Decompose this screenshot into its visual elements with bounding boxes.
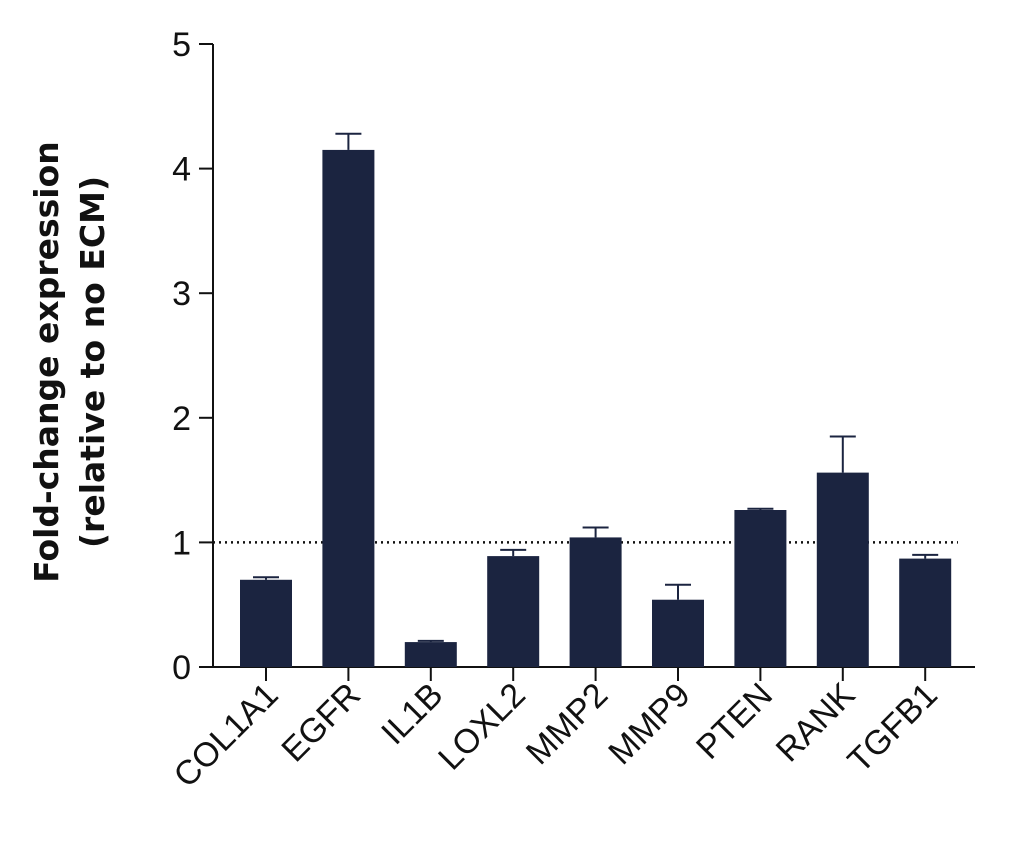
- x-tick-label: MMP2: [519, 676, 615, 772]
- bar-tgfb1: [899, 558, 952, 667]
- y-axis-title: Fold-change expression (relative to no E…: [27, 141, 112, 583]
- y-axis: 0 1 2 3 4 5: [172, 26, 214, 687]
- y-axis-title-line-1: Fold-change expression: [27, 141, 66, 583]
- x-tick-label: COL1A1: [167, 676, 286, 795]
- x-tick-label: MMP9: [601, 676, 697, 772]
- x-tick-label: PTEN: [689, 676, 780, 767]
- x-tick-label: EGFR: [274, 676, 368, 770]
- y-tick-label: 2: [172, 400, 191, 438]
- bar-rank: [816, 472, 869, 667]
- y-tick-label: 3: [172, 275, 191, 313]
- bar-loxl2: [487, 556, 540, 667]
- bar-mmp9: [652, 599, 704, 667]
- y-tick-label: 0: [172, 649, 191, 687]
- x-tick-label: LOXL2: [431, 676, 533, 778]
- bar-pten: [734, 510, 787, 667]
- bar-col1a1: [240, 579, 292, 667]
- x-axis: [213, 666, 975, 681]
- y-tick-label: 5: [172, 26, 191, 64]
- y-tick-label: 1: [172, 524, 191, 562]
- y-axis-title-line-2: (relative to no ECM): [73, 176, 112, 548]
- bar-egfr: [322, 149, 375, 667]
- x-tick-label: TGFB1: [841, 676, 945, 780]
- bars-group: [240, 132, 952, 667]
- x-tick-label: IL1B: [374, 676, 450, 752]
- bar-il1b: [404, 642, 457, 667]
- bar-mmp2: [569, 537, 622, 667]
- y-tick-label: 4: [172, 151, 191, 189]
